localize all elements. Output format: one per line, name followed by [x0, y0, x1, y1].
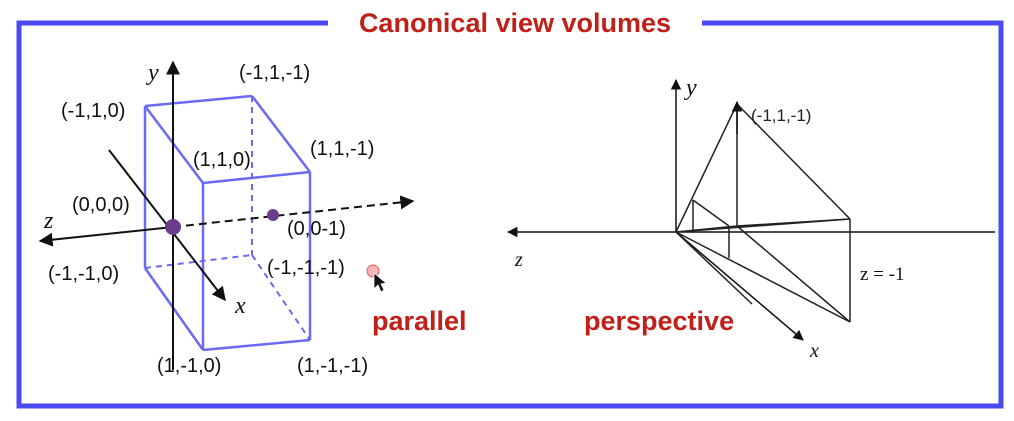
slide-frame — [16, 20, 1004, 409]
label-bottom-back-left: (-1,-1,-1) — [267, 257, 345, 279]
frustum-edges — [675, 103, 851, 323]
persp-y-label: y — [684, 75, 697, 101]
parallel-x-label: x — [234, 293, 246, 319]
cube-hidden-edges — [144, 96, 311, 341]
label-top-back-right: (1,1,-1) — [310, 138, 374, 160]
label-bottom-back-right: (1,-1,-1) — [297, 355, 368, 377]
title-background — [328, 6, 702, 40]
label-origin: (0,0,0) — [72, 194, 130, 216]
slide-title: Canonical view volumes — [359, 8, 671, 38]
persp-x-axis-line — [675, 231, 804, 341]
z-axis-negative — [172, 195, 415, 228]
label-bottom-front-left: (-1,-1,0) — [48, 263, 119, 285]
persp-x-label: x — [809, 340, 819, 362]
label-top-front-left: (-1,1,0) — [61, 100, 125, 122]
label-bottom-front-right: (1,-1,0) — [157, 355, 221, 377]
label-top-back-left: (-1,1,-1) — [239, 62, 310, 84]
origin-point — [165, 219, 181, 235]
persp-z-label: z — [514, 249, 523, 271]
label-persp-plane: z = -1 — [860, 264, 904, 285]
label-center-back: (0,0-1) — [287, 218, 346, 240]
parallel-z-label: z — [43, 208, 54, 234]
mouse-cursor-icon — [366, 264, 387, 293]
center-back-point — [267, 209, 279, 221]
perspective-caption: perspective — [584, 306, 734, 336]
cube-visible-edges — [143, 94, 312, 352]
z-axis-line — [38, 226, 174, 247]
parallel-diagram: y z x (-1,1,-1) (-1,1,0) (1,1,0) (1,1,-1… — [38, 60, 467, 377]
parallel-caption: parallel — [372, 306, 467, 336]
label-top-front-right: (1,1,0) — [193, 149, 251, 171]
perspective-diagram: y z x (-1,1,-1) z = -1 perspective — [506, 75, 995, 362]
parallel-y-label: y — [146, 60, 159, 86]
label-persp-apex: (-1,1,-1) — [751, 106, 811, 125]
